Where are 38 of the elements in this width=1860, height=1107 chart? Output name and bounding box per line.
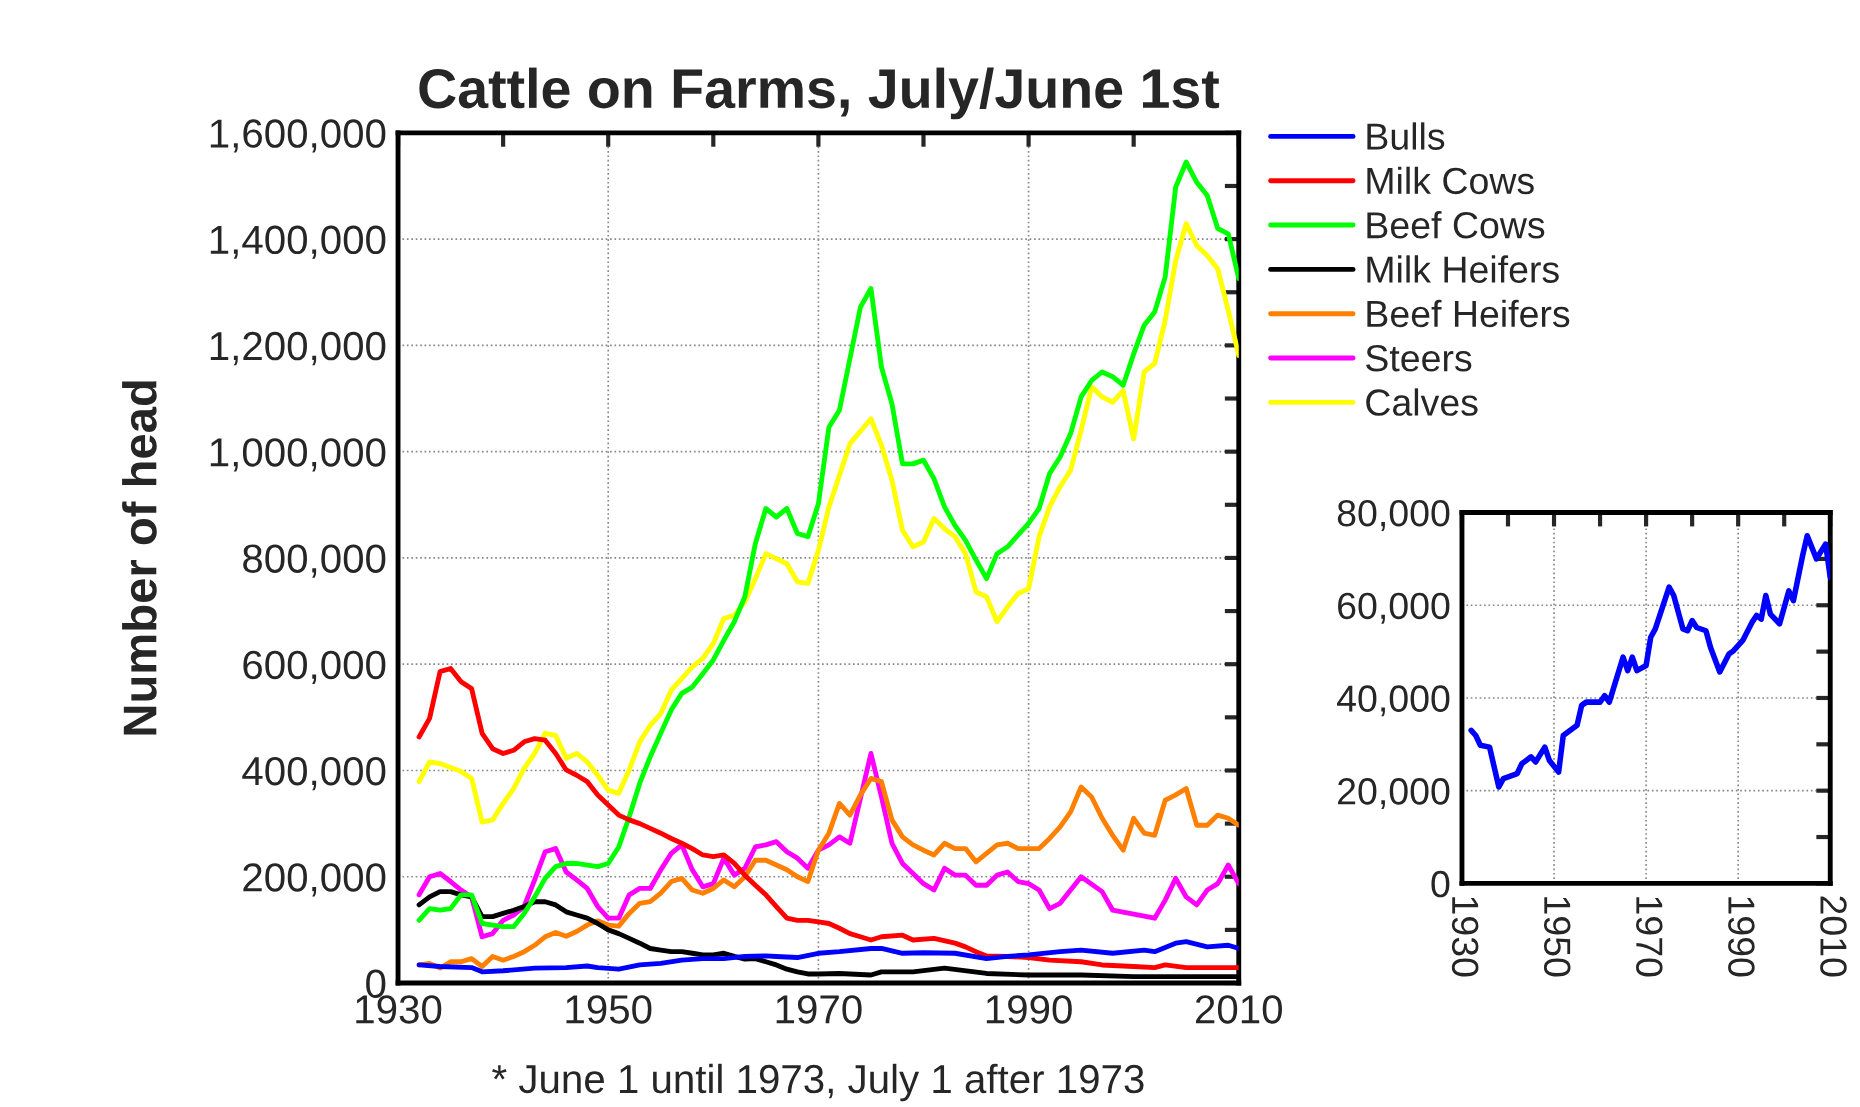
y-tick-label: 0 (1431, 870, 1450, 898)
y-tick-label: 800,000 (243, 544, 386, 578)
y-tick-label: 20,000 (1338, 778, 1450, 810)
line-series (416, 751, 1239, 940)
y-tick-label: 40,000 (1337, 685, 1450, 717)
x-tick-label: 1990 (986, 995, 1072, 1024)
y-tick-label: 1,400,000 (210, 225, 386, 259)
line-series (416, 776, 1239, 971)
legend-label: Steers (1366, 344, 1472, 372)
x-tick-label: 2010 (1195, 995, 1282, 1024)
x-tick-label: 1950 (566, 995, 652, 1024)
x-tick-label: 1970 (776, 995, 862, 1024)
x-tick-label: 1950 (1543, 897, 1571, 977)
legend-label: Milk Cows (1367, 166, 1534, 195)
line-series (416, 159, 1239, 930)
line-series (416, 666, 1239, 971)
y-axis-title: Number of head (122, 381, 157, 735)
x-tick-label: 1970 (1636, 897, 1663, 977)
legend-label: Milk Heifers (1367, 255, 1559, 283)
legend-label: Beef Heifers (1367, 299, 1570, 328)
y-tick-label: 1,600,000 (210, 119, 386, 153)
x-tick-label: 1990 (1728, 897, 1755, 977)
y-tick-label: 200,000 (243, 863, 386, 897)
text: * June 1 until 1973, July 1 after 1973 (492, 1063, 1144, 1102)
x-tick-label: 1930 (1451, 897, 1479, 977)
legend-label: Bulls (1367, 122, 1445, 150)
line-series (416, 939, 1239, 975)
y-tick-label: 1,200,000 (210, 331, 386, 366)
legend-label: Beef Cows (1367, 211, 1545, 239)
y-tick-label: 600,000 (243, 650, 386, 684)
y-tick-label: 60,000 (1338, 592, 1450, 624)
x-tick-label: 2010 (1820, 896, 1847, 977)
y-tick-label: 1,000,000 (210, 438, 386, 472)
line-series (416, 221, 1239, 825)
chart-title: Cattle on Farms, July/June 1st (419, 67, 1220, 120)
y-tick-label: 80,000 (1337, 499, 1450, 531)
y-tick-label: 400,000 (242, 756, 386, 791)
legend-label: Calves (1366, 388, 1478, 416)
